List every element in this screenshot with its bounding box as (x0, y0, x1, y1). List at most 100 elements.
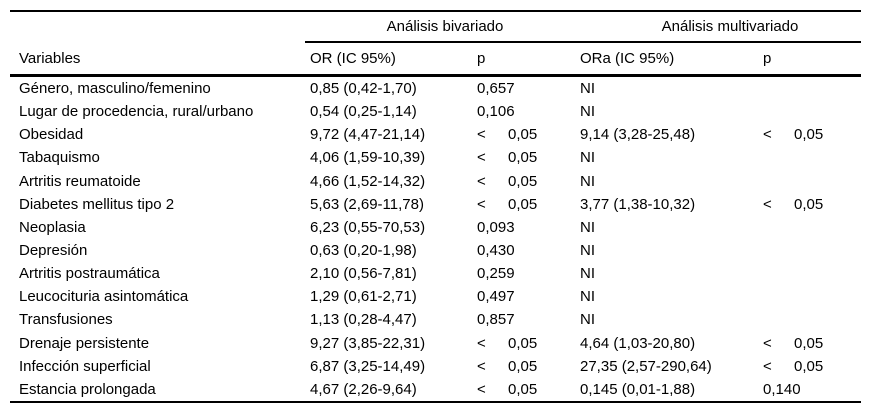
column-header-p-multivariate: p (763, 50, 772, 67)
cell-ora-ci95: 0,145 (0,01-1,88) (580, 380, 696, 398)
cell-p-multivariate: <0,05 (763, 196, 852, 213)
p-value: 0,05 (794, 126, 824, 144)
cell-ora-ci95: NI (580, 172, 595, 190)
p-value: 0,05 (508, 126, 538, 144)
cell-p-bivariate: 0,430 (477, 242, 515, 260)
cell-p-multivariate: 0,140 (763, 380, 801, 398)
cell-variable: Estancia prolongada (19, 380, 156, 398)
less-than-sign: < (763, 126, 772, 144)
less-than-sign: < (477, 380, 486, 398)
p-value: 0,05 (794, 357, 824, 375)
cell-ora-ci95: NI (580, 80, 595, 98)
table-rule-top (10, 10, 861, 12)
p-value: 0,05 (794, 195, 824, 213)
group-header-multivariate-analysis: Análisis multivariado (661, 18, 799, 35)
less-than-sign: < (477, 334, 486, 352)
table-row: Estancia prolongada 4,67 (2,26-9,64) <0,05… (0, 378, 852, 401)
table-row: Diabetes mellitus tipo 2 5,63 (2,69-11,78… (0, 193, 852, 216)
less-than-sign: < (763, 334, 772, 352)
cell-p-bivariate: <0,05 (477, 335, 580, 352)
cell-ora-ci95: NI (580, 265, 595, 283)
group-header-bivariate-analysis: Análisis bivariado (386, 18, 504, 35)
table-body: Género, masculino/femenino 0,85 (0,42-1,7… (0, 77, 852, 401)
column-header-p-bivariate: p (477, 50, 486, 67)
less-than-sign: < (477, 357, 486, 375)
less-than-sign: < (477, 172, 486, 190)
column-header-variables: Variables (19, 50, 81, 67)
cell-or-ci95: 2,10 (0,56-7,81) (310, 265, 417, 283)
cell-ora-ci95: 3,77 (1,38-10,32) (580, 195, 696, 213)
less-than-sign: < (477, 195, 486, 213)
cell-p-bivariate: <0,05 (477, 358, 580, 375)
cell-ora-ci95: 27,35 (2,57-290,64) (580, 357, 712, 375)
cell-or-ci95: 4,66 (1,52-14,32) (310, 172, 426, 190)
cell-variable: Infección superficial (19, 357, 151, 375)
cell-variable: Tabaquismo (19, 149, 100, 167)
p-value: 0,05 (508, 357, 538, 375)
cell-p-bivariate: 0,857 (477, 311, 515, 329)
p-value: 0,05 (794, 334, 824, 352)
less-than-sign: < (763, 357, 772, 375)
cell-variable: Depresión (19, 242, 88, 260)
table-row: Obesidad 9,72 (4,47-21,14) <0,05 9,14 (3,28… (0, 123, 852, 146)
table-row: Infección superficial 6,87 (3,25-14,49) <0… (0, 355, 852, 378)
less-than-sign: < (477, 149, 486, 167)
p-value: 0,05 (508, 195, 538, 213)
table-row: Tabaquismo 4,06 (1,59-10,39) <0,05 NI (0, 146, 852, 169)
cell-ora-ci95: 4,64 (1,03-20,80) (580, 334, 696, 352)
cell-or-ci95: 4,06 (1,59-10,39) (310, 149, 426, 167)
cell-p-bivariate: <0,05 (477, 126, 580, 143)
table-row: Transfusiones 1,13 (0,28-4,47) 0,857 NI (0, 308, 852, 331)
p-value: 0,05 (508, 334, 538, 352)
cell-variable: Artritis postraumática (19, 265, 160, 283)
cell-variable: Drenaje persistente (19, 334, 150, 352)
cell-variable: Artritis reumatoide (19, 172, 141, 190)
cell-p-bivariate: <0,05 (477, 149, 580, 166)
cell-ora-ci95: NI (580, 288, 595, 306)
cell-p-bivariate: 0,106 (477, 103, 515, 121)
cell-ora-ci95: NI (580, 149, 595, 167)
cell-ora-ci95: NI (580, 103, 595, 121)
table-row: Género, masculino/femenino 0,85 (0,42-1,7… (0, 77, 852, 100)
cell-or-ci95: 6,23 (0,55-70,53) (310, 218, 426, 236)
table-rule-bottom (10, 401, 861, 403)
cell-or-ci95: 6,87 (3,25-14,49) (310, 357, 426, 375)
cell-or-ci95: 0,54 (0,25-1,14) (310, 103, 417, 121)
cell-variable: Género, masculino/femenino (19, 80, 211, 98)
table-row: Depresión 0,63 (0,20-1,98) 0,430 NI (0, 239, 852, 262)
cell-or-ci95: 0,63 (0,20-1,98) (310, 242, 417, 260)
cell-ora-ci95: 9,14 (3,28-25,48) (580, 126, 696, 144)
less-than-sign: < (763, 195, 772, 213)
table-row: Artritis reumatoide 4,66 (1,52-14,32) <0,0… (0, 170, 852, 193)
column-header-row: Variables OR (IC 95%) p ORa (IC 95%) p (0, 44, 871, 73)
cell-variable: Transfusiones (19, 311, 113, 329)
cell-variable: Neoplasia (19, 218, 86, 236)
group-header-row: Análisis bivariado Análisis multivariado (0, 12, 871, 41)
less-than-sign: < (477, 126, 486, 144)
column-header-or-ci95: OR (IC 95%) (310, 50, 396, 67)
table-row: Neoplasia 6,23 (0,55-70,53) 0,093 NI (0, 216, 852, 239)
cell-or-ci95: 0,85 (0,42-1,70) (310, 80, 417, 98)
cell-p-multivariate: <0,05 (763, 358, 852, 375)
cell-p-bivariate: <0,05 (477, 381, 580, 398)
column-header-ora-ci95: ORa (IC 95%) (580, 50, 675, 67)
cell-variable: Lugar de procedencia, rural/urbano (19, 103, 254, 121)
cell-ora-ci95: NI (580, 242, 595, 260)
cell-variable: Obesidad (19, 126, 84, 144)
table-row: Artritis postraumática 2,10 (0,56-7,81) 0,… (0, 262, 852, 285)
cell-variable: Diabetes mellitus tipo 2 (19, 195, 175, 213)
cell-or-ci95: 5,63 (2,69-11,78) (310, 195, 424, 213)
cell-or-ci95: 9,72 (4,47-21,14) (310, 126, 426, 144)
table-row: Drenaje persistente 9,27 (3,85-22,31) <0,0… (0, 332, 852, 355)
cell-or-ci95: 9,27 (3,85-22,31) (310, 334, 426, 352)
cell-p-bivariate: 0,657 (477, 80, 515, 98)
table-row: Leucocituria asintomática 1,29 (0,61-2,71… (0, 285, 852, 308)
table-rule-under-column-headers (10, 74, 861, 77)
p-value: 0,05 (508, 172, 538, 190)
cell-p-multivariate: <0,05 (763, 126, 852, 143)
cell-ora-ci95: NI (580, 218, 595, 236)
cell-p-bivariate: <0,05 (477, 173, 580, 190)
cell-variable: Leucocituria asintomática (19, 288, 189, 306)
p-value: 0,05 (508, 380, 538, 398)
